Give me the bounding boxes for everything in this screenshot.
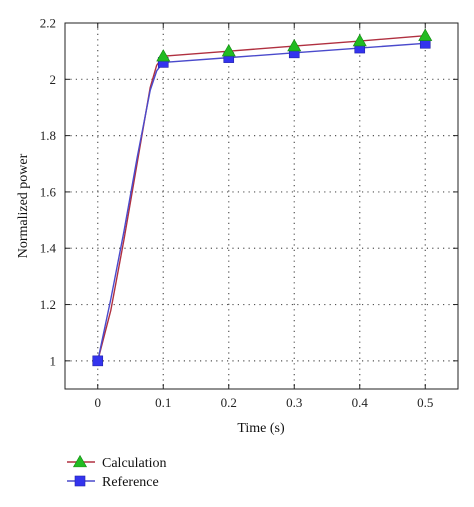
x-tick-label: 0.1 xyxy=(155,395,171,410)
x-tick-label: 0.2 xyxy=(221,395,237,410)
x-tick-label: 0.5 xyxy=(417,395,433,410)
data-series xyxy=(97,34,426,362)
x-axis-title: Time (s) xyxy=(237,421,285,436)
data-markers xyxy=(92,28,433,367)
tick-labels: 0 0.1 0.2 0.3 0.4 0.5 1 1.2 1.4 1.6 1.8 2 2.2 xyxy=(40,16,434,411)
marker-calculation xyxy=(156,49,171,62)
y-tick-label: 2 xyxy=(50,72,57,87)
y-tick-label: 1.2 xyxy=(40,297,56,312)
axis-ticks xyxy=(65,22,458,389)
plot-area-frame xyxy=(64,22,459,390)
x-tick-label: 0.4 xyxy=(352,395,369,410)
y-axis-title: Normalized power xyxy=(16,153,31,258)
legend-marker-reference xyxy=(74,475,86,487)
y-tick-label: 1 xyxy=(50,353,57,368)
y-tick-label: 1.4 xyxy=(40,241,57,256)
legend-label-reference: Reference xyxy=(102,475,159,490)
legend: Calculation Reference xyxy=(67,454,167,490)
marker-reference xyxy=(92,355,104,367)
series-line-reference xyxy=(97,42,426,361)
x-tick-label: 0.3 xyxy=(286,395,302,410)
series-line-calculation xyxy=(97,34,426,362)
marker-calculation xyxy=(221,44,236,57)
x-tick-label: 0 xyxy=(95,395,102,410)
y-tick-label: 1.8 xyxy=(40,128,56,143)
marker-calculation xyxy=(287,38,302,52)
legend-label-calculation: Calculation xyxy=(102,456,167,471)
y-tick-label: 1.6 xyxy=(40,184,57,199)
marker-calculation xyxy=(418,28,433,41)
marker-calculation xyxy=(352,33,367,47)
y-tick-label: 2.2 xyxy=(40,16,56,31)
legend-marker-calculation xyxy=(72,454,88,468)
